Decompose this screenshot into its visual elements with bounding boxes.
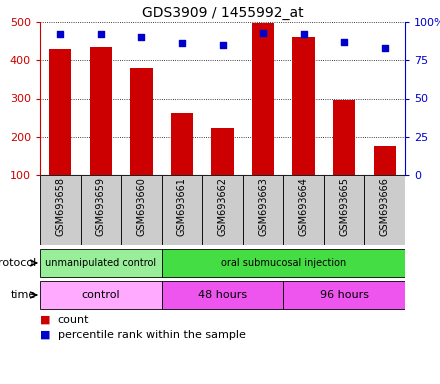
Bar bbox=[324, 175, 364, 245]
Text: percentile rank within the sample: percentile rank within the sample bbox=[58, 330, 246, 340]
Bar bbox=[40, 281, 161, 309]
Text: GSM693664: GSM693664 bbox=[299, 177, 308, 236]
Text: 48 hours: 48 hours bbox=[198, 290, 247, 300]
Bar bbox=[364, 175, 405, 245]
Text: oral submucosal injection: oral submucosal injection bbox=[221, 258, 346, 268]
Text: control: control bbox=[81, 290, 120, 300]
Bar bbox=[171, 113, 193, 175]
Text: GSM693658: GSM693658 bbox=[55, 177, 65, 236]
Bar bbox=[374, 146, 396, 175]
Text: count: count bbox=[58, 315, 89, 325]
Bar bbox=[161, 281, 283, 309]
Point bbox=[138, 34, 145, 40]
Text: ■: ■ bbox=[40, 330, 51, 340]
Bar bbox=[81, 175, 121, 245]
Bar bbox=[283, 281, 405, 309]
Bar bbox=[243, 175, 283, 245]
Text: 96 hours: 96 hours bbox=[320, 290, 369, 300]
Bar bbox=[40, 249, 161, 277]
Text: GSM693660: GSM693660 bbox=[136, 177, 147, 236]
Text: GSM693659: GSM693659 bbox=[96, 177, 106, 236]
Point bbox=[57, 31, 64, 37]
Bar bbox=[283, 175, 324, 245]
Point bbox=[300, 31, 307, 37]
Text: GSM693661: GSM693661 bbox=[177, 177, 187, 236]
Point bbox=[179, 40, 186, 46]
Point bbox=[260, 30, 267, 36]
Text: protocol: protocol bbox=[0, 258, 36, 268]
Point bbox=[97, 31, 104, 37]
Bar bbox=[333, 100, 356, 175]
Bar bbox=[202, 175, 243, 245]
Text: GSM693665: GSM693665 bbox=[339, 177, 349, 236]
Bar bbox=[49, 49, 71, 175]
Point bbox=[219, 42, 226, 48]
Point bbox=[381, 45, 388, 51]
Text: time: time bbox=[11, 290, 36, 300]
Text: GSM693662: GSM693662 bbox=[217, 177, 227, 236]
Text: unmanipulated control: unmanipulated control bbox=[45, 258, 156, 268]
Bar bbox=[90, 47, 112, 175]
Bar bbox=[130, 68, 153, 175]
Bar bbox=[252, 23, 274, 175]
Title: GDS3909 / 1455992_at: GDS3909 / 1455992_at bbox=[142, 6, 303, 20]
Bar bbox=[161, 175, 202, 245]
Bar bbox=[121, 175, 161, 245]
Text: ■: ■ bbox=[40, 315, 51, 325]
Text: GSM693663: GSM693663 bbox=[258, 177, 268, 236]
Bar bbox=[293, 37, 315, 175]
Bar bbox=[161, 249, 405, 277]
Bar bbox=[40, 175, 81, 245]
Point bbox=[341, 39, 348, 45]
Text: GSM693666: GSM693666 bbox=[380, 177, 390, 236]
Bar bbox=[211, 127, 234, 175]
